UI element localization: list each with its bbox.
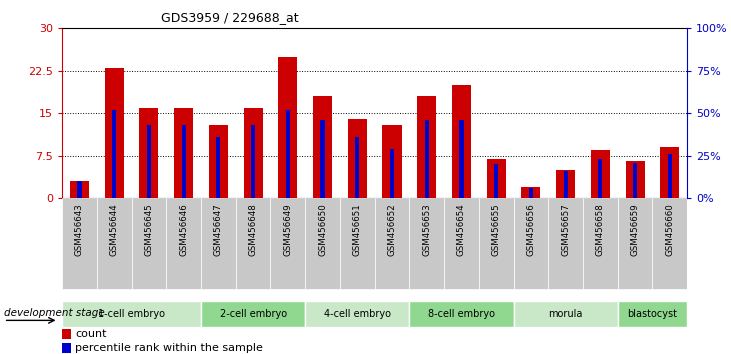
Bar xyxy=(548,198,583,289)
Bar xyxy=(243,108,262,198)
Bar xyxy=(390,149,394,198)
Text: GSM456656: GSM456656 xyxy=(526,203,535,256)
Text: GSM456660: GSM456660 xyxy=(665,203,674,256)
Text: blastocyst: blastocyst xyxy=(627,309,678,319)
Bar xyxy=(235,198,270,289)
Text: count: count xyxy=(75,329,107,339)
Text: GSM456657: GSM456657 xyxy=(561,203,570,256)
Text: 2-cell embryo: 2-cell embryo xyxy=(219,309,287,319)
Bar xyxy=(270,198,306,289)
Bar xyxy=(174,108,193,198)
Bar xyxy=(77,181,82,198)
Text: percentile rank within the sample: percentile rank within the sample xyxy=(75,343,263,353)
Bar xyxy=(521,187,540,198)
Bar xyxy=(409,301,513,327)
Bar xyxy=(598,159,602,198)
Bar xyxy=(181,125,186,198)
Text: GDS3959 / 229688_at: GDS3959 / 229688_at xyxy=(161,11,298,24)
Text: GSM456654: GSM456654 xyxy=(457,203,466,256)
Bar xyxy=(313,96,332,198)
Bar xyxy=(529,188,533,198)
Bar xyxy=(374,198,409,289)
Bar xyxy=(355,137,360,198)
Text: GSM456647: GSM456647 xyxy=(214,203,223,256)
Bar xyxy=(201,301,306,327)
Bar xyxy=(306,198,340,289)
Bar xyxy=(62,343,72,353)
Bar xyxy=(487,159,506,198)
Bar xyxy=(167,198,201,289)
Bar xyxy=(201,198,235,289)
Bar xyxy=(417,96,436,198)
Bar xyxy=(513,301,618,327)
Bar xyxy=(286,110,290,198)
Text: morula: morula xyxy=(548,309,583,319)
Text: GSM456646: GSM456646 xyxy=(179,203,188,256)
Bar xyxy=(209,125,228,198)
Text: 8-cell embryo: 8-cell embryo xyxy=(428,309,495,319)
Text: GSM456651: GSM456651 xyxy=(353,203,362,256)
Bar xyxy=(591,150,610,198)
Bar xyxy=(140,108,159,198)
Text: GSM456652: GSM456652 xyxy=(387,203,396,256)
Text: GSM456644: GSM456644 xyxy=(110,203,118,256)
Bar xyxy=(583,198,618,289)
Bar xyxy=(96,198,132,289)
Bar xyxy=(216,137,221,198)
Text: GSM456653: GSM456653 xyxy=(423,203,431,256)
Bar xyxy=(667,154,672,198)
Bar xyxy=(279,57,298,198)
Bar xyxy=(564,171,568,198)
Text: GSM456643: GSM456643 xyxy=(75,203,84,256)
Bar xyxy=(70,181,89,198)
Text: 1-cell embryo: 1-cell embryo xyxy=(98,309,165,319)
Bar xyxy=(425,120,429,198)
Text: GSM456649: GSM456649 xyxy=(284,203,292,256)
Text: GSM456648: GSM456648 xyxy=(249,203,257,256)
Bar xyxy=(494,164,499,198)
Bar xyxy=(652,198,687,289)
Bar xyxy=(105,68,124,198)
Bar xyxy=(147,125,151,198)
Bar xyxy=(132,198,166,289)
Text: development stage: development stage xyxy=(4,308,105,318)
Bar xyxy=(618,301,687,327)
Bar xyxy=(556,170,575,198)
Bar xyxy=(382,125,401,198)
Bar xyxy=(348,119,367,198)
Bar xyxy=(626,161,645,198)
Bar xyxy=(320,120,325,198)
Bar xyxy=(633,162,637,198)
Bar xyxy=(62,301,201,327)
Bar xyxy=(479,198,513,289)
Bar xyxy=(340,198,374,289)
Text: GSM456645: GSM456645 xyxy=(145,203,154,256)
Text: GSM456659: GSM456659 xyxy=(631,203,640,256)
Bar xyxy=(112,110,116,198)
Bar xyxy=(251,125,255,198)
Text: GSM456655: GSM456655 xyxy=(492,203,501,256)
Bar xyxy=(62,329,72,339)
Bar xyxy=(62,198,96,289)
Text: GSM456650: GSM456650 xyxy=(318,203,327,256)
Bar xyxy=(660,147,679,198)
Bar xyxy=(452,85,471,198)
Bar xyxy=(306,301,409,327)
Bar xyxy=(618,198,652,289)
Bar xyxy=(513,198,548,289)
Bar xyxy=(444,198,479,289)
Bar xyxy=(409,198,444,289)
Text: 4-cell embryo: 4-cell embryo xyxy=(324,309,391,319)
Bar xyxy=(459,120,463,198)
Text: GSM456658: GSM456658 xyxy=(596,203,605,256)
